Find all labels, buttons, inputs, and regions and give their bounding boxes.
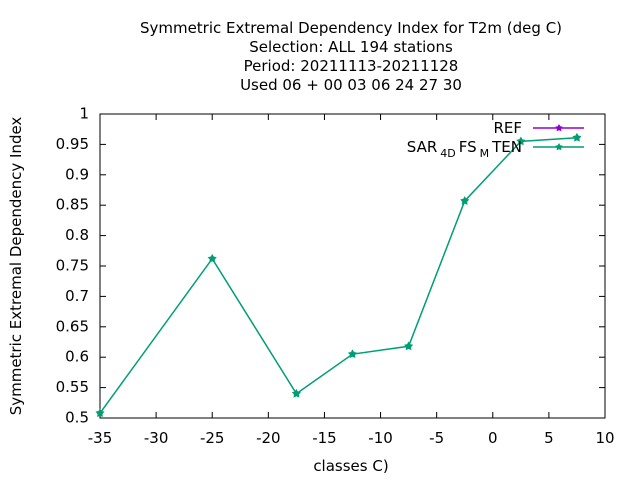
title-line-4: Used 06 + 00 03 06 24 27 30: [240, 76, 462, 94]
x-tick-label-4: -15: [312, 429, 337, 447]
data-point-1-5: [460, 196, 470, 205]
y-tick-label-2: 0.6: [65, 348, 89, 366]
title-line-2: Selection: ALL 194 stations: [249, 38, 453, 56]
data-point-1-0: [95, 408, 105, 418]
y-tick-label-6: 0.8: [65, 226, 89, 244]
y-axis-ticks: 0.5 0.55 0.6 0.65 0.7 0.75 0.8 0.85 0.9 0.95 1: [56, 105, 605, 427]
legend-marker-sar: [555, 143, 563, 151]
legend-label-part-4: M: [480, 147, 490, 160]
x-axis-label: classes C): [313, 457, 388, 475]
legend-label-sar: SAR 4D FS M TEN: [407, 138, 522, 160]
legend-label-ref: REF: [493, 119, 522, 137]
x-axis-ticks: -35 -30 -25 -20 -15 -10 -5 0 5 10: [88, 114, 615, 447]
data-point-1-3: [347, 349, 358, 359]
data-point-1-4: [404, 341, 414, 351]
y-tick-label-9: 0.95: [56, 135, 89, 153]
x-tick-label-0: -35: [88, 429, 113, 447]
chart-title: Symmetric Extremal Dependency Index for …: [140, 19, 562, 94]
y-tick-label-3: 0.65: [56, 317, 89, 335]
plot-area-border: [99, 113, 606, 419]
y-tick-label-7: 0.85: [56, 196, 89, 214]
y-axis-label: Symmetric Extremal Dependency Index: [7, 117, 25, 416]
data-point-1-6: [516, 136, 526, 146]
y-tick-label-10: 1: [79, 105, 89, 123]
data-point-1-1: [207, 253, 217, 263]
y-tick-label-5: 0.75: [56, 257, 89, 275]
x-tick-label-3: -20: [256, 429, 281, 447]
legend-label-part-2: 4D: [440, 147, 455, 160]
y-tick-label-8: 0.9: [65, 165, 89, 183]
legend-label-part-1: SAR: [407, 138, 437, 156]
y-tick-label-1: 0.55: [56, 378, 89, 396]
data-point-1-7: [572, 132, 582, 142]
x-tick-label-8: 5: [544, 429, 554, 447]
x-tick-label-7: 0: [488, 429, 498, 447]
series-line-1: [99, 136, 577, 414]
data-point-1-2: [291, 388, 301, 398]
y-tick-label-0: 0.5: [65, 409, 89, 427]
title-line-1: Symmetric Extremal Dependency Index for …: [140, 19, 562, 37]
legend-marker-ref: [555, 124, 563, 132]
y-tick-label-4: 0.7: [65, 287, 89, 305]
title-line-3: Period: 20211113-20211128: [244, 57, 459, 75]
x-tick-label-5: -10: [368, 429, 393, 447]
x-tick-label-2: -25: [200, 429, 225, 447]
x-tick-label-6: -5: [429, 429, 444, 447]
x-tick-label-9: 10: [595, 429, 614, 447]
legend: REF SAR 4D FS M TEN: [407, 119, 584, 160]
series-layer: [95, 132, 582, 418]
legend-label-part-3: FS: [459, 138, 477, 156]
legend-label-part-5: TEN: [491, 138, 522, 156]
x-tick-label-1: -30: [144, 429, 169, 447]
